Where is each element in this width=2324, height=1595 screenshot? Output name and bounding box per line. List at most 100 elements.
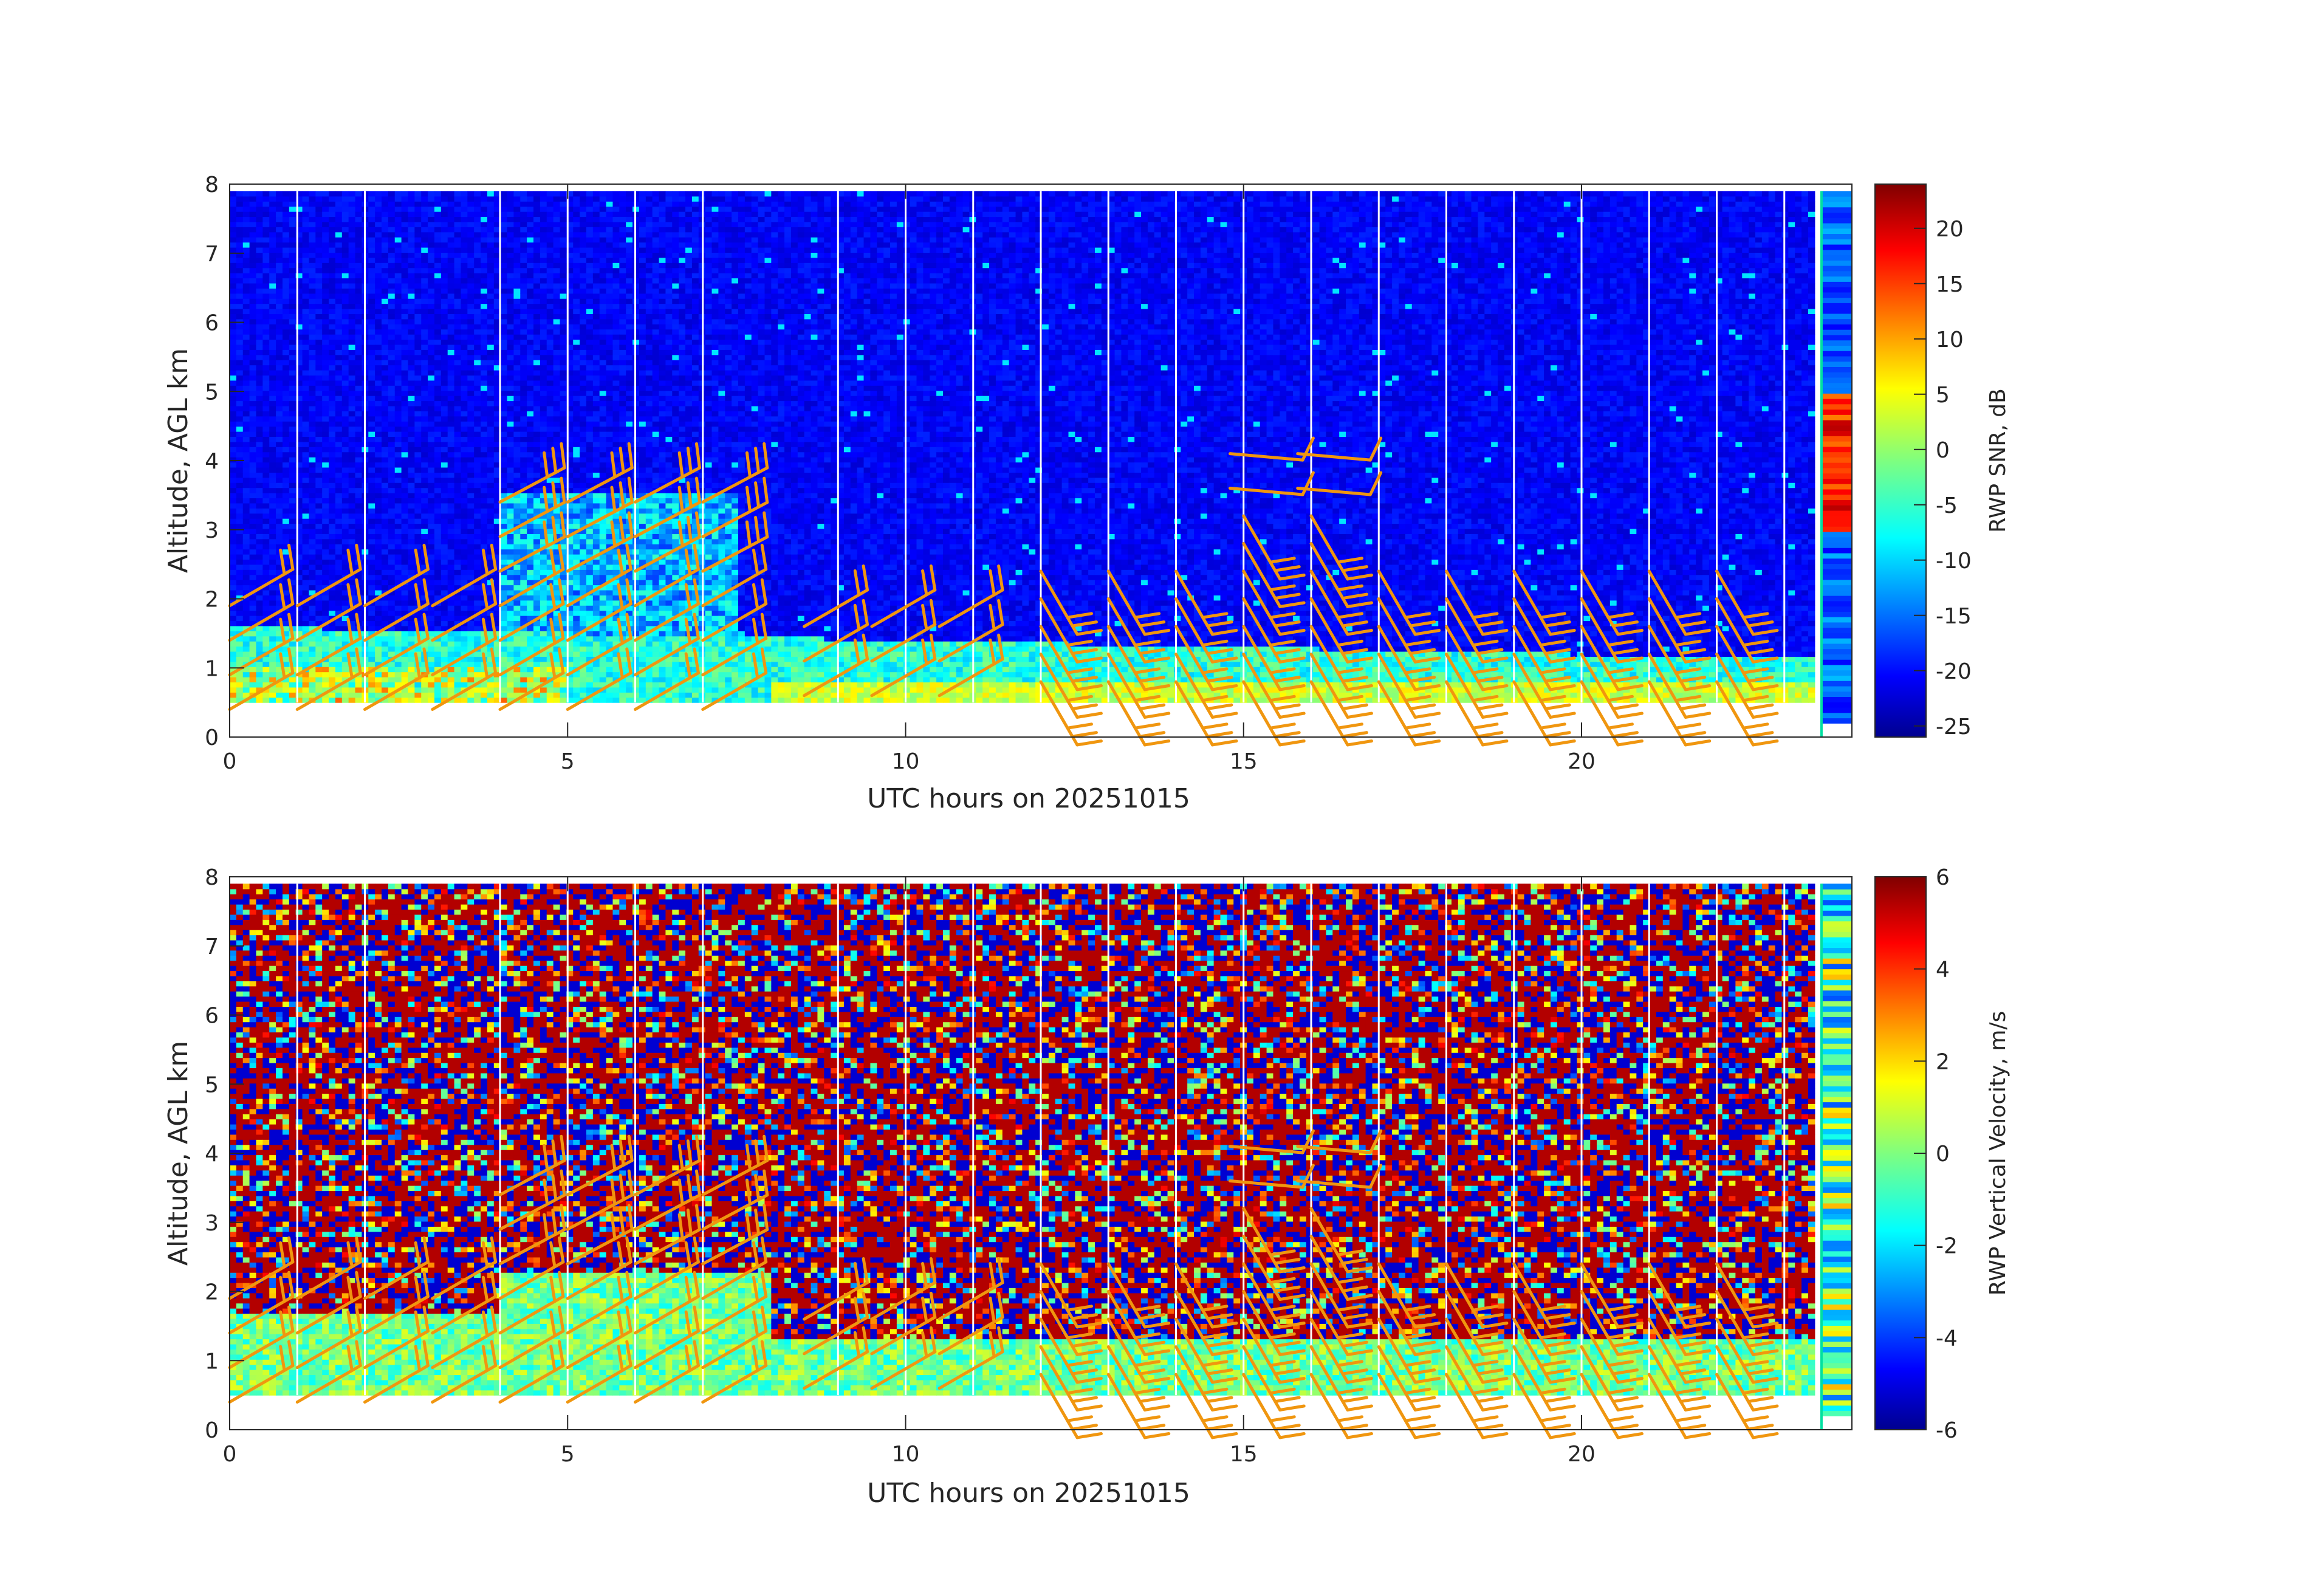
snr-cell xyxy=(461,293,468,299)
snr-cell xyxy=(487,390,495,396)
snr-cell xyxy=(507,293,515,299)
snr-cell xyxy=(276,569,283,575)
snr-cell xyxy=(447,273,455,279)
snr-cell xyxy=(394,503,402,509)
snr-cell xyxy=(408,211,415,218)
snr-cell xyxy=(295,620,303,626)
snr-cell xyxy=(276,232,283,238)
snr-cell xyxy=(467,472,475,478)
snr-cell xyxy=(428,318,435,324)
snr-cell xyxy=(242,538,250,544)
snr-cell xyxy=(454,544,462,550)
snr-cell xyxy=(348,498,356,504)
snr-cell xyxy=(341,498,349,504)
snr-cell xyxy=(368,426,375,432)
snr-cell xyxy=(447,369,455,376)
snr-cell xyxy=(335,616,343,622)
snr-cell xyxy=(348,503,356,509)
snr-cell xyxy=(335,564,343,570)
snr-cell xyxy=(467,390,475,396)
snr-cell xyxy=(527,580,534,586)
snr-cell xyxy=(355,508,362,514)
snr-cell xyxy=(447,257,455,263)
snr-cell xyxy=(242,508,250,514)
snr-cell xyxy=(553,457,561,463)
snr-cell xyxy=(447,242,455,248)
snr-cell xyxy=(382,324,389,330)
snr-cell xyxy=(440,518,448,524)
snr-cell xyxy=(507,385,515,391)
snr-cell xyxy=(388,549,396,555)
snr-cell xyxy=(289,477,296,483)
snr-cell xyxy=(375,216,382,222)
snr-cell xyxy=(487,600,495,606)
snr-cell xyxy=(507,369,515,376)
snr-cell xyxy=(388,523,396,529)
snr-cell xyxy=(520,518,527,524)
snr-cell xyxy=(546,267,554,273)
snr-cell xyxy=(282,482,290,489)
snr-cell xyxy=(230,390,237,396)
snr-cell xyxy=(474,201,481,207)
snr-cell xyxy=(309,610,316,616)
snr-cell xyxy=(368,211,375,218)
snr-cell xyxy=(348,206,356,212)
snr-cell xyxy=(401,211,409,218)
snr-cell xyxy=(388,232,396,238)
snr-cell xyxy=(454,667,462,673)
snr-cell xyxy=(262,600,270,606)
snr-cell xyxy=(527,426,534,432)
snr-cell xyxy=(408,538,415,544)
snr-cell xyxy=(388,610,396,616)
snr-cell xyxy=(382,369,389,376)
snr-cell xyxy=(507,339,515,345)
snr-cell xyxy=(493,344,501,350)
snr-cell xyxy=(242,625,250,631)
snr-cell xyxy=(382,334,389,340)
snr-cell xyxy=(461,360,468,366)
snr-cell xyxy=(408,564,415,570)
snr-cell xyxy=(461,441,468,447)
snr-cell xyxy=(487,457,495,463)
snr-cell xyxy=(474,273,481,279)
snr-cell xyxy=(382,508,389,514)
snr-cell xyxy=(408,441,415,447)
snr-cell xyxy=(276,493,283,499)
snr-cell xyxy=(289,252,296,258)
snr-cell xyxy=(295,339,303,345)
snr-cell xyxy=(341,564,349,570)
snr-cell xyxy=(507,267,515,273)
snr-cell xyxy=(335,396,343,402)
snr-cell xyxy=(394,574,402,580)
snr-cell xyxy=(382,196,389,202)
snr-cell xyxy=(282,692,290,698)
snr-cell xyxy=(394,477,402,483)
snr-cell xyxy=(236,318,244,324)
snr-cell xyxy=(249,651,257,657)
snr-cell xyxy=(394,314,402,320)
snr-cell xyxy=(394,508,402,514)
snr-cell xyxy=(242,334,250,340)
snr-cell xyxy=(375,396,382,402)
snr-cell xyxy=(513,447,521,453)
snr-cell xyxy=(289,687,296,693)
snr-cell xyxy=(408,206,415,212)
snr-cell xyxy=(540,431,547,437)
snr-cell xyxy=(249,318,257,324)
snr-cell xyxy=(249,298,257,304)
snr-cell xyxy=(289,605,296,611)
snr-cell xyxy=(461,252,468,258)
snr-cell xyxy=(282,549,290,555)
snr-cell xyxy=(249,405,257,411)
snr-cell xyxy=(394,472,402,478)
snr-cell xyxy=(256,288,263,294)
snr-cell xyxy=(256,396,263,402)
snr-cell xyxy=(533,339,541,345)
snr-cell xyxy=(461,247,468,253)
snr-cell xyxy=(348,585,356,591)
snr-cell xyxy=(355,692,362,698)
snr-cell xyxy=(382,329,389,335)
snr-cell xyxy=(315,538,323,544)
snr-cell xyxy=(487,498,495,504)
snr-cell xyxy=(269,232,276,238)
